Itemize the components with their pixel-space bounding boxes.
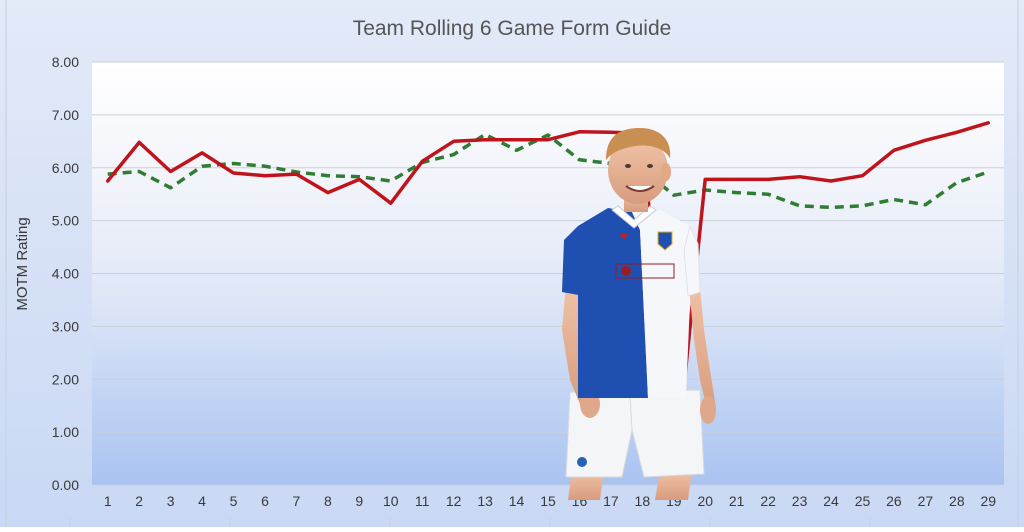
y-tick-label: 0.00	[52, 477, 79, 493]
x-tick-label: 20	[697, 493, 713, 509]
x-tick-label: 11	[415, 493, 430, 509]
gridlines	[92, 61, 1004, 486]
x-tick-label: 6	[261, 493, 269, 509]
y-tick-label: 6.00	[52, 160, 79, 176]
kit-maker-logo-icon	[620, 234, 628, 240]
y-tick-label: 4.00	[52, 266, 79, 282]
x-tick-label: 4	[198, 493, 206, 509]
y-tick-label: 1.00	[52, 424, 79, 440]
x-tick-label: 10	[383, 493, 399, 509]
x-tick-label: 29	[980, 493, 996, 509]
club-crest-icon	[657, 231, 673, 251]
x-tick-label: 7	[293, 493, 301, 509]
shirt-sponsor	[615, 263, 675, 279]
y-tick-labels: 0.00 1.00 2.00 3.00 4.00 5.00 6.00 7.00 8.00	[52, 54, 79, 493]
series-layer	[105, 121, 991, 487]
x-tick-label: 27	[918, 493, 934, 509]
x-tick-label: 18	[635, 493, 651, 509]
player-photo	[562, 128, 716, 500]
y-tick-label: 8.00	[52, 54, 79, 70]
x-tick-label: 17	[603, 493, 619, 509]
x-tick-label: 23	[792, 493, 808, 509]
series-line-dashed	[107, 132, 989, 210]
shorts-badge-icon	[577, 457, 587, 467]
x-tick-label: 12	[446, 493, 462, 509]
x-tick-label: 3	[167, 493, 175, 509]
x-tick-label: 13	[477, 493, 493, 509]
x-tick-labels: 1 2 3 4 5 6 7 8 9 10 11 12 13 14 15 16 17 18 19 20 21 22 23 24 2…	[104, 493, 996, 509]
x-tick-label: 22	[760, 493, 776, 509]
x-tick-label: 28	[949, 493, 965, 509]
x-tick-label: 8	[324, 493, 332, 509]
x-tick-label: 14	[509, 493, 525, 509]
x-tick-label: 25	[855, 493, 871, 509]
y-tick-label: 2.00	[52, 371, 79, 387]
chart-title: Team Rolling 6 Game Form Guide	[353, 17, 672, 40]
y-tick-label: 7.00	[52, 107, 79, 123]
sponsor-logo-icon	[621, 266, 631, 276]
x-tick-label: 1	[104, 493, 112, 509]
x-tick-label: 5	[230, 493, 238, 509]
y-tick-label: 5.00	[52, 213, 79, 229]
x-tick-label: 15	[540, 493, 556, 509]
series-line-solid	[105, 121, 991, 487]
x-tick-label: 26	[886, 493, 902, 509]
sheet-grid-lines	[5, 0, 1019, 527]
y-tick-label: 3.00	[52, 318, 79, 334]
x-tick-label: 24	[823, 493, 839, 509]
x-tick-label: 9	[355, 493, 363, 509]
x-tick-label: 21	[729, 493, 745, 509]
y-axis-label: MOTM Rating	[14, 217, 31, 310]
x-tick-label: 2	[135, 493, 143, 509]
